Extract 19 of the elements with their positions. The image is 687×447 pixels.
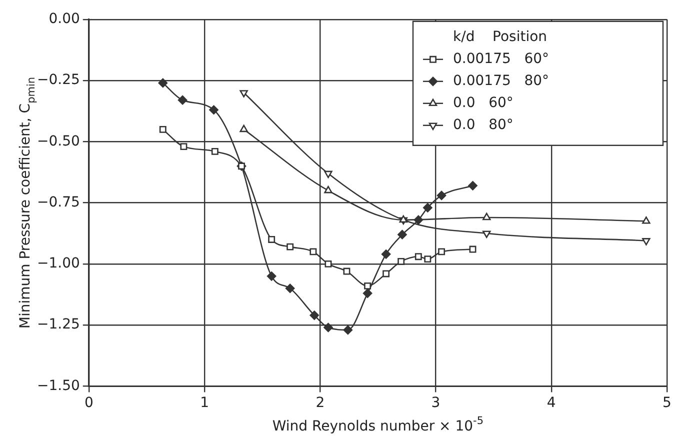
y-tick-label: −0.75: [36, 194, 80, 210]
x-tick-label: 3: [431, 395, 440, 412]
x-tick-label: 5: [662, 395, 672, 412]
legend-label: 0.00175 60°: [453, 51, 550, 68]
y-tick-label: −1.50: [36, 378, 80, 394]
y-tick-label: −1.00: [36, 256, 80, 272]
x-tick-label: 2: [316, 395, 325, 412]
y-axis-title: Minimum Pressure coefficient, Cpmin: [18, 76, 38, 329]
y-tick-label: −0.25: [36, 72, 80, 88]
y-tick-label: −1.25: [36, 316, 80, 333]
legend-title: k/d Position: [453, 29, 548, 46]
x-tick-label: 0: [84, 395, 94, 412]
y-tick-label: 0.00: [48, 11, 80, 28]
y-tick-label: −0.50: [36, 133, 80, 150]
x-tick-label: 1: [200, 395, 209, 412]
legend-label: 0.00175 80°: [453, 73, 550, 90]
legend-label: 0.0 60°: [453, 95, 514, 112]
x-tick-label: 4: [546, 395, 556, 412]
legend-label: 0.0 80°: [453, 117, 514, 134]
